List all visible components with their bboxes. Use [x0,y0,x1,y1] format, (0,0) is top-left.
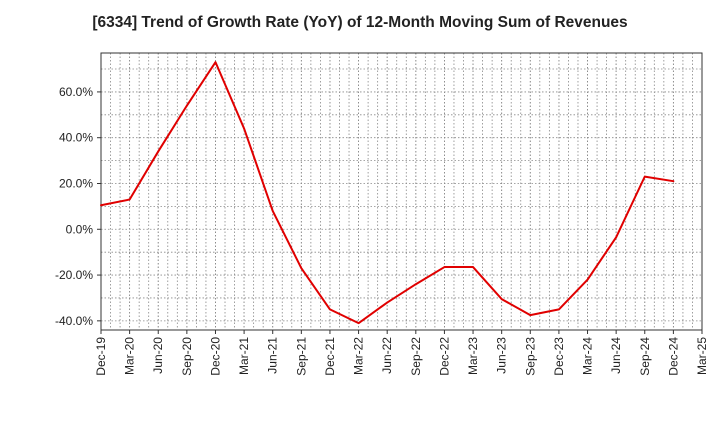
x-tick-label: Mar-24 [581,337,595,375]
x-tick-label: Dec-24 [666,337,680,376]
x-tick-label: Dec-23 [552,337,566,376]
x-tick-label: Mar-20 [123,337,137,375]
x-tick-label: Dec-20 [208,337,222,376]
x-tick-label: Jun-22 [380,337,394,374]
y-tick-label: -40.0% [55,314,93,328]
y-tick-label: 40.0% [59,131,93,145]
x-tick-label: Jun-24 [609,337,623,374]
plot-frame [100,52,703,331]
chart-title: [6334] Trend of Growth Rate (YoY) of 12-… [92,14,628,31]
x-tick-label: Dec-22 [437,337,451,376]
x-tick-label: Sep-20 [180,337,194,376]
x-tick-label: Sep-24 [638,337,652,376]
y-tick-label: 0.0% [66,222,94,236]
x-tick-label: Mar-21 [237,337,251,375]
grid [101,53,702,330]
x-tick-label: Sep-22 [409,337,423,376]
y-tick-label: 60.0% [59,85,93,99]
x-tick-label: Dec-21 [323,337,337,376]
x-tick-label: Jun-21 [266,337,280,374]
plot-area [101,53,702,330]
y-tick-label: -20.0% [55,268,93,282]
x-tick-label: Mar-25 [695,337,709,375]
x-tick-label: Jun-20 [151,337,165,374]
x-tick-label: Dec-19 [94,337,108,376]
x-tick-label: Sep-23 [523,337,537,376]
y-tick-label: 20.0% [59,176,93,190]
x-tick-label: Mar-23 [466,337,480,375]
x-tick-label: Sep-21 [294,337,308,376]
x-tick-label: Mar-22 [352,337,366,375]
x-tick-label: Jun-23 [495,337,509,374]
